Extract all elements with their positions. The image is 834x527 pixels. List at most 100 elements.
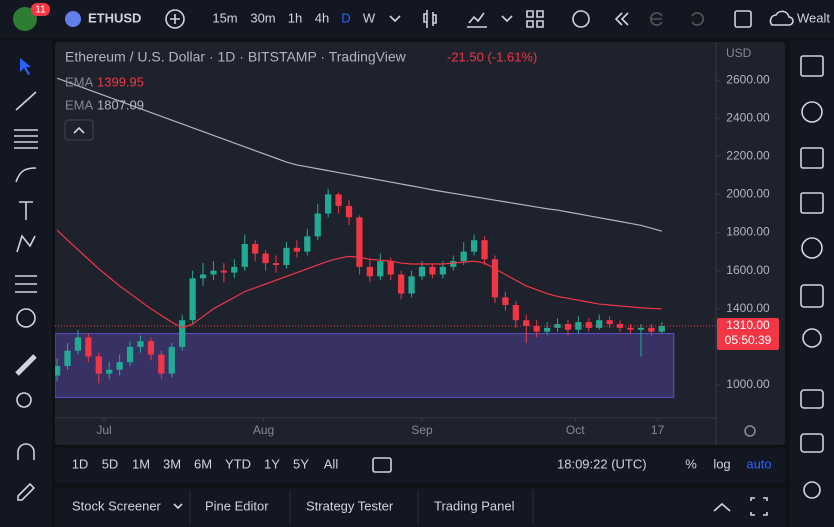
interval[interactable]: 30m: [250, 10, 275, 25]
news[interactable]: [800, 147, 824, 169]
interval[interactable]: 15m: [212, 10, 237, 25]
cloud[interactable]: [769, 10, 794, 26]
range-button[interactable]: 1D: [72, 456, 89, 471]
option-log[interactable]: log: [713, 456, 730, 471]
prediction-tool[interactable]: [15, 275, 37, 293]
cursor-tool[interactable]: [20, 58, 31, 75]
fullscreen[interactable]: [734, 10, 752, 28]
tab[interactable]: Trading Panel: [434, 498, 515, 513]
candle-body: [74, 337, 82, 351]
ideas[interactable]: [802, 328, 822, 348]
indicators-dropdown[interactable]: [501, 15, 513, 23]
chart-pane: [55, 42, 785, 445]
interval[interactable]: D: [341, 10, 350, 25]
symbol[interactable]: ETHUSD: [88, 10, 141, 25]
icon-tool[interactable]: [16, 308, 36, 328]
candle-body: [179, 320, 186, 347]
candle-body: [377, 261, 384, 277]
add-compare[interactable]: [165, 9, 185, 29]
data-window[interactable]: [800, 192, 824, 214]
fib-tool[interactable]: [14, 129, 38, 149]
option-auto[interactable]: auto: [746, 456, 771, 471]
candle-body: [481, 240, 488, 260]
calendar[interactable]: [800, 284, 824, 308]
candle-body: [241, 244, 248, 267]
candle-body: [418, 266, 426, 277]
alert[interactable]: [572, 10, 590, 28]
range-button[interactable]: YTD: [225, 456, 251, 471]
candle-body: [231, 266, 238, 273]
candle-body: [137, 341, 144, 347]
collapse-legend[interactable]: [64, 119, 94, 141]
candle-body: [523, 320, 530, 326]
avatar[interactable]: [13, 7, 37, 31]
hotlist[interactable]: [801, 237, 823, 259]
candle-body: [658, 325, 665, 332]
undo[interactable]: [650, 12, 663, 26]
lock-tool[interactable]: [17, 482, 36, 501]
option-percent[interactable]: %: [685, 456, 697, 471]
tab[interactable]: Stock Screener: [72, 498, 162, 513]
range-button[interactable]: 1Y: [264, 456, 280, 471]
y-tick-label: 1000.00: [726, 377, 770, 391]
y-tick-label: 2600.00: [726, 72, 770, 86]
range-button[interactable]: 3M: [163, 456, 181, 471]
candle-body: [126, 346, 134, 363]
interval[interactable]: 1h: [288, 10, 302, 25]
range-button[interactable]: 6M: [194, 456, 212, 471]
candle-body: [543, 327, 551, 332]
maximize-panel[interactable]: [750, 497, 768, 516]
currency[interactable]: USD: [726, 46, 752, 60]
messages[interactable]: [800, 433, 824, 453]
magnet-tool[interactable]: [17, 443, 35, 460]
range-button[interactable]: 5D: [102, 456, 119, 471]
candle-body: [460, 251, 467, 262]
y-tick-label: 1400.00: [726, 301, 770, 315]
candle-body: [575, 322, 582, 330]
account[interactable]: Wealt: [797, 10, 830, 25]
badge-bg: [31, 3, 50, 16]
candle-body: [491, 259, 499, 298]
interval[interactable]: 4h: [315, 10, 329, 25]
alerts[interactable]: [801, 101, 823, 123]
text-tool[interactable]: [19, 201, 33, 220]
collapse-panel[interactable]: [713, 502, 731, 512]
trendline-tool[interactable]: [15, 91, 37, 111]
settings[interactable]: [744, 425, 756, 437]
candle-body: [470, 240, 478, 252]
plus-icon: [170, 14, 180, 24]
ema-value: 1807.09: [97, 97, 144, 112]
streams[interactable]: [803, 481, 821, 499]
right-toolbar: [790, 40, 834, 527]
clock: 18:09:22 (UTC): [557, 456, 647, 471]
x-tick-label: Aug: [253, 423, 274, 437]
redo[interactable]: [691, 12, 704, 26]
tab[interactable]: Pine Editor: [205, 498, 269, 513]
zoom-tool[interactable]: [16, 392, 32, 408]
range-button[interactable]: 5Y: [293, 456, 309, 471]
indicators[interactable]: [467, 12, 487, 28]
tab-dropdown[interactable]: [173, 503, 183, 510]
candle-body: [283, 247, 290, 265]
range-button[interactable]: 1M: [132, 456, 150, 471]
date-range[interactable]: [372, 457, 392, 473]
candle-body: [533, 325, 540, 332]
watchlist[interactable]: [800, 55, 824, 77]
brush-tool[interactable]: [15, 167, 37, 183]
y-tick-label: 1600.00: [726, 263, 770, 277]
tab[interactable]: Strategy Tester: [306, 498, 394, 513]
layouts[interactable]: [526, 10, 544, 28]
chats[interactable]: [800, 389, 824, 409]
range-button[interactable]: All: [324, 456, 339, 471]
range-group: 1D 5D 1M 3M 6M YTD 1Y 5Y All: [72, 456, 339, 471]
interval-dropdown[interactable]: [389, 15, 401, 23]
chart-type[interactable]: [423, 10, 437, 28]
candle-body: [596, 320, 603, 328]
interval[interactable]: W: [363, 10, 376, 25]
ema-value: 1399.95: [97, 74, 144, 89]
x-tick-label: 17: [651, 423, 665, 437]
pattern-tool[interactable]: [16, 234, 36, 253]
replay[interactable]: [614, 12, 629, 26]
ema-line: [56, 77, 662, 232]
ruler-tool[interactable]: [15, 354, 37, 376]
